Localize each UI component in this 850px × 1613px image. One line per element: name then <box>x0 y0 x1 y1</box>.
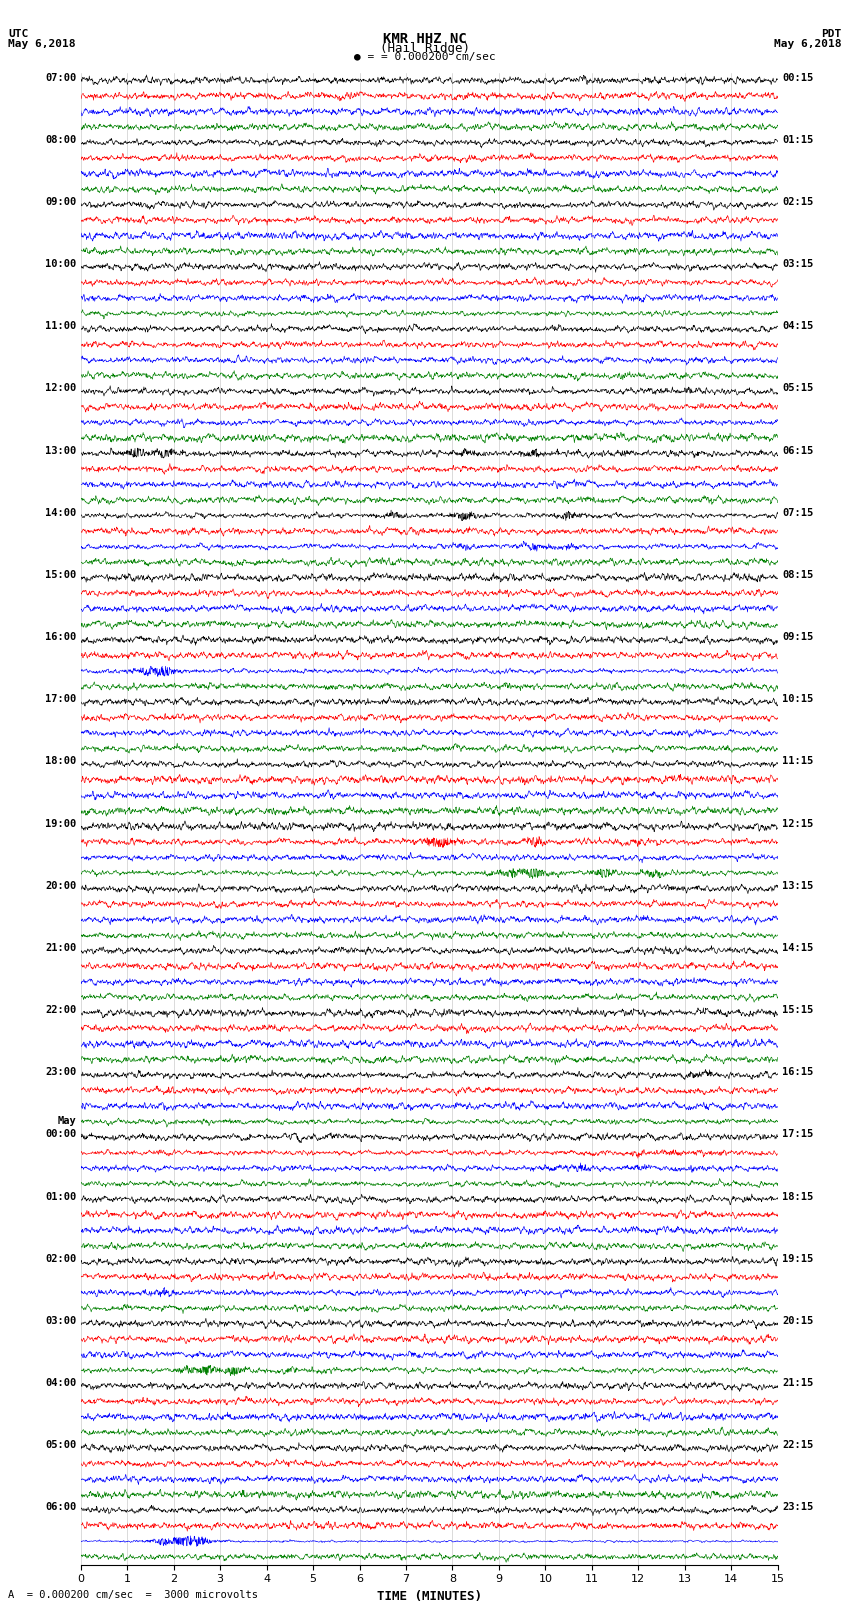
Text: 16:15: 16:15 <box>782 1068 813 1077</box>
Text: PDT: PDT <box>821 29 842 39</box>
Text: 06:00: 06:00 <box>45 1502 76 1513</box>
Text: UTC: UTC <box>8 29 29 39</box>
Text: A  = 0.000200 cm/sec  =  3000 microvolts: A = 0.000200 cm/sec = 3000 microvolts <box>8 1590 258 1600</box>
Text: 18:15: 18:15 <box>782 1192 813 1202</box>
Text: 08:15: 08:15 <box>782 569 813 581</box>
Text: 13:00: 13:00 <box>45 445 76 455</box>
Text: May 6,2018: May 6,2018 <box>774 39 842 48</box>
Text: KMR HHZ NC: KMR HHZ NC <box>383 32 467 47</box>
Text: 22:15: 22:15 <box>782 1440 813 1450</box>
Text: 15:00: 15:00 <box>45 569 76 581</box>
Text: 01:00: 01:00 <box>45 1192 76 1202</box>
Text: 16:00: 16:00 <box>45 632 76 642</box>
Text: 19:00: 19:00 <box>45 819 76 829</box>
Text: 21:00: 21:00 <box>45 944 76 953</box>
Text: 20:15: 20:15 <box>782 1316 813 1326</box>
Text: May: May <box>58 1116 76 1126</box>
Text: 12:00: 12:00 <box>45 384 76 394</box>
Text: 04:00: 04:00 <box>45 1378 76 1389</box>
Text: 10:00: 10:00 <box>45 260 76 269</box>
Text: 20:00: 20:00 <box>45 881 76 890</box>
Text: 14:00: 14:00 <box>45 508 76 518</box>
Text: 23:00: 23:00 <box>45 1068 76 1077</box>
X-axis label: TIME (MINUTES): TIME (MINUTES) <box>377 1590 482 1603</box>
Text: May 6,2018: May 6,2018 <box>8 39 76 48</box>
Text: 06:15: 06:15 <box>782 445 813 455</box>
Text: 00:15: 00:15 <box>782 73 813 82</box>
Text: 19:15: 19:15 <box>782 1253 813 1263</box>
Text: 00:00: 00:00 <box>45 1129 76 1139</box>
Text: 09:15: 09:15 <box>782 632 813 642</box>
Text: 10:15: 10:15 <box>782 694 813 705</box>
Text: (Hail Ridge): (Hail Ridge) <box>380 42 470 55</box>
Text: 07:15: 07:15 <box>782 508 813 518</box>
Text: 03:15: 03:15 <box>782 260 813 269</box>
Text: 01:15: 01:15 <box>782 135 813 145</box>
Text: 02:15: 02:15 <box>782 197 813 206</box>
Text: 14:15: 14:15 <box>782 944 813 953</box>
Text: 17:00: 17:00 <box>45 694 76 705</box>
Text: 18:00: 18:00 <box>45 756 76 766</box>
Text: 02:00: 02:00 <box>45 1253 76 1263</box>
Text: 04:15: 04:15 <box>782 321 813 331</box>
Text: 05:15: 05:15 <box>782 384 813 394</box>
Text: 03:00: 03:00 <box>45 1316 76 1326</box>
Text: 12:15: 12:15 <box>782 819 813 829</box>
Text: 08:00: 08:00 <box>45 135 76 145</box>
Text: ● = = 0.000200 cm/sec: ● = = 0.000200 cm/sec <box>354 52 496 61</box>
Text: 21:15: 21:15 <box>782 1378 813 1389</box>
Text: 11:15: 11:15 <box>782 756 813 766</box>
Text: 09:00: 09:00 <box>45 197 76 206</box>
Text: 07:00: 07:00 <box>45 73 76 82</box>
Text: 13:15: 13:15 <box>782 881 813 890</box>
Text: 22:00: 22:00 <box>45 1005 76 1015</box>
Text: 05:00: 05:00 <box>45 1440 76 1450</box>
Text: 11:00: 11:00 <box>45 321 76 331</box>
Text: 15:15: 15:15 <box>782 1005 813 1015</box>
Text: 17:15: 17:15 <box>782 1129 813 1139</box>
Text: 23:15: 23:15 <box>782 1502 813 1513</box>
